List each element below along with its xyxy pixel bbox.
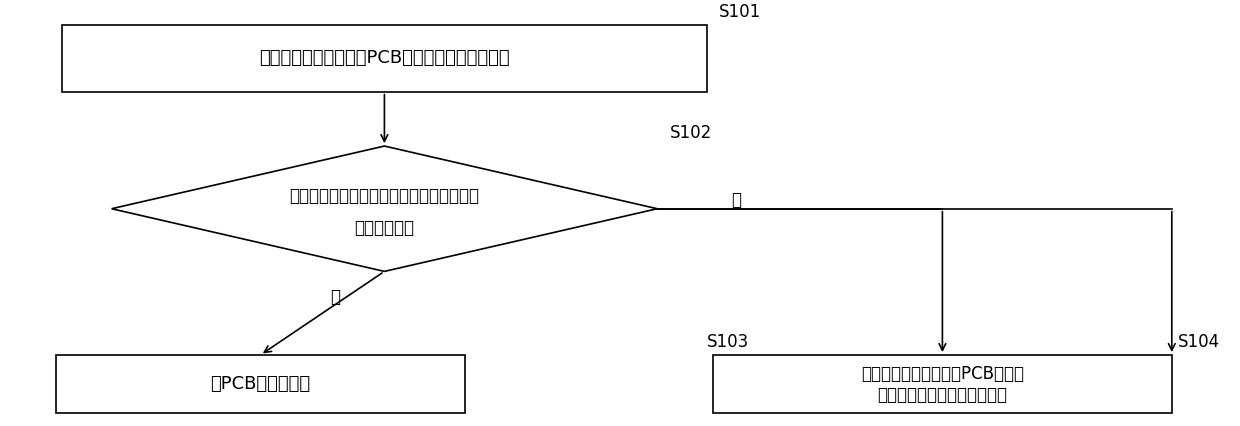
Text: 靶标位置信息: 靶标位置信息 (355, 219, 414, 236)
Text: S104: S104 (1178, 333, 1220, 351)
Text: 是: 是 (330, 288, 340, 306)
Text: S103: S103 (707, 333, 749, 351)
Text: 判断所述第一靶标位置信息是否符合预设的: 判断所述第一靶标位置信息是否符合预设的 (289, 187, 480, 205)
Text: 述预设的靶标位置信息范围内: 述预设的靶标位置信息范围内 (878, 386, 1007, 404)
Text: 通过视觉定位装置采集PCB板的第一靶标位置信息: 通过视觉定位装置采集PCB板的第一靶标位置信息 (259, 49, 510, 67)
Text: S101: S101 (719, 3, 761, 21)
Text: S102: S102 (670, 124, 712, 142)
Text: 对PCB板进行打印: 对PCB板进行打印 (211, 375, 310, 393)
Polygon shape (112, 146, 657, 271)
FancyBboxPatch shape (56, 355, 465, 414)
FancyBboxPatch shape (62, 25, 707, 92)
Text: 通过加工装置调整所述PCB板至所: 通过加工装置调整所述PCB板至所 (861, 365, 1024, 383)
FancyBboxPatch shape (713, 355, 1172, 414)
Text: 否: 否 (732, 191, 742, 209)
